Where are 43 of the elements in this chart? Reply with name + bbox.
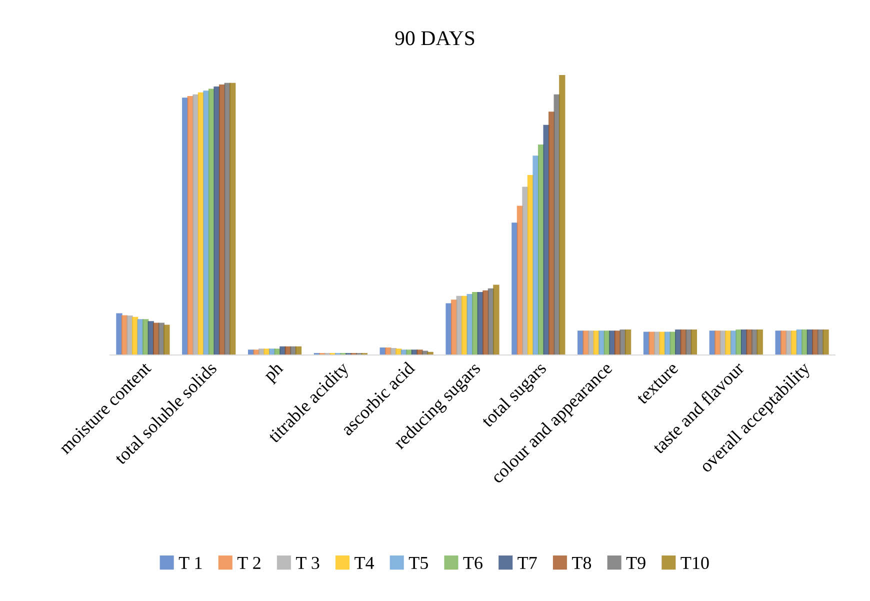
legend-label: T7: [518, 557, 537, 569]
bar: [756, 330, 763, 355]
bar: [203, 90, 210, 355]
bar: [522, 186, 528, 355]
bar: [775, 330, 782, 355]
bar: [548, 112, 555, 355]
bar: [588, 330, 594, 355]
legend-label: T8: [572, 556, 592, 570]
bar: [416, 350, 423, 355]
bar: [598, 330, 605, 355]
bar: [446, 303, 452, 355]
bar: [822, 330, 829, 355]
bar: [253, 350, 260, 355]
bar: [780, 330, 787, 355]
bar: [714, 330, 721, 355]
bar: [427, 352, 434, 355]
bar: [609, 330, 616, 355]
legend-label: T5: [408, 557, 428, 570]
legend-label: T9: [626, 556, 646, 570]
legend-label: T 1: [178, 556, 202, 569]
legend-label: T 3: [296, 556, 320, 570]
legend-label: T4: [354, 557, 374, 569]
bar: [164, 324, 170, 355]
bar: [493, 284, 500, 355]
bar: [725, 330, 732, 355]
chart-title: 90 DAYS: [395, 31, 474, 46]
bar: [791, 330, 798, 355]
legend-label: T6: [463, 556, 482, 570]
bar: [137, 319, 144, 355]
bar: [406, 350, 412, 355]
bar: [690, 330, 698, 355]
bar: [578, 330, 584, 355]
bar: [126, 316, 133, 355]
bar: [230, 82, 236, 355]
bar: [624, 330, 632, 355]
bar: [295, 346, 302, 355]
x-tick-label: ph: [262, 360, 286, 385]
legend-label: T10: [680, 556, 709, 570]
bar: [182, 98, 188, 355]
bar: [142, 319, 149, 355]
bar: [559, 75, 566, 355]
legend-label: T 2: [237, 556, 260, 569]
bar: [396, 348, 402, 355]
